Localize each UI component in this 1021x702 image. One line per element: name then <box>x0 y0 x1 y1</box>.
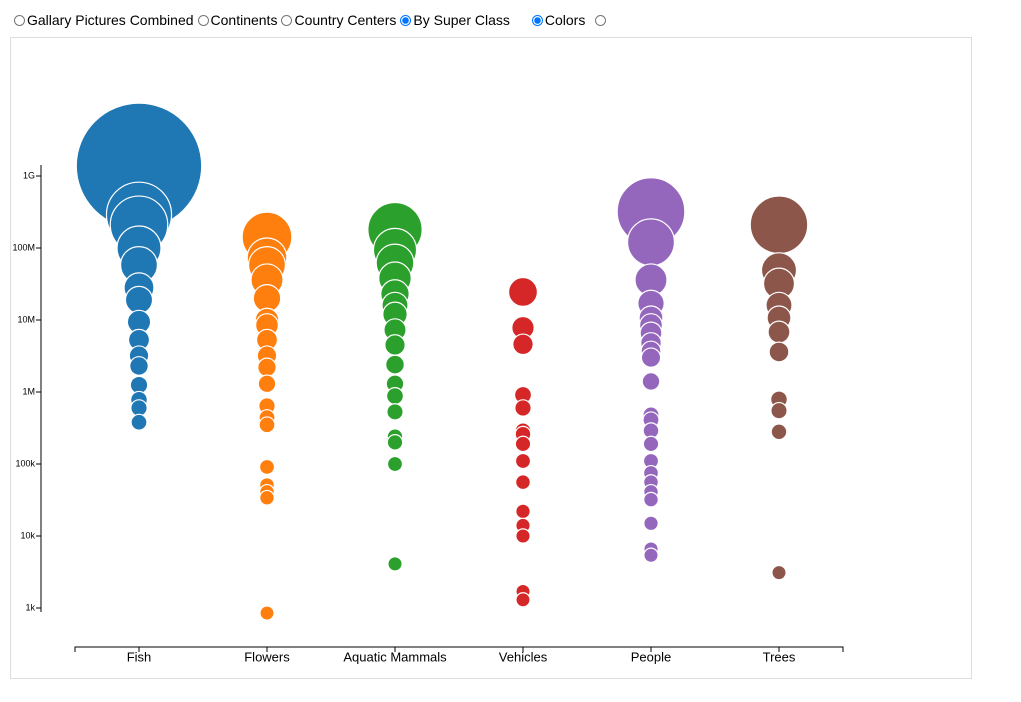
bubble <box>770 423 788 441</box>
bubble <box>259 489 275 506</box>
radio-option[interactable]: Gallary Pictures Combined <box>14 12 194 28</box>
bubble <box>515 592 531 608</box>
bubble <box>768 341 790 363</box>
bubble <box>641 372 661 391</box>
bubble <box>643 515 659 532</box>
x-tick-label: Fish <box>127 649 152 664</box>
bubble <box>515 474 531 491</box>
bubble <box>385 354 405 375</box>
bubble <box>515 528 531 544</box>
bubble <box>514 452 532 470</box>
x-tick-label: Aquatic Mammals <box>343 649 447 664</box>
bubble <box>514 435 532 453</box>
bubble <box>770 401 788 420</box>
bubble <box>386 434 404 451</box>
radio-option[interactable]: Country Centers <box>281 12 396 28</box>
radio-option[interactable]: By Super Class <box>400 12 510 28</box>
x-tick-label: Vehicles <box>499 649 548 664</box>
radio-button[interactable] <box>531 14 543 26</box>
bubble <box>257 374 277 394</box>
bubble <box>514 399 532 417</box>
x-tick-label: Flowers <box>244 649 290 664</box>
radio-button[interactable] <box>400 14 412 26</box>
bubble <box>130 413 148 431</box>
bubble <box>258 416 276 434</box>
bubble <box>771 564 787 581</box>
radio-label[interactable]: By Super Class <box>413 12 510 28</box>
bubble <box>642 435 660 453</box>
y-tick-label: 1G <box>23 170 35 180</box>
x-tick-label: People <box>631 649 671 664</box>
radio-option[interactable] <box>595 14 608 26</box>
bubble <box>643 491 659 508</box>
radio-label[interactable]: Colors <box>544 12 586 28</box>
bubble <box>386 455 404 473</box>
x-axis <box>74 646 844 652</box>
radio-option[interactable]: Continents <box>197 12 278 28</box>
radio-label[interactable]: Continents <box>210 12 278 28</box>
y-tick-label: 1k <box>25 602 35 612</box>
radio-button[interactable] <box>281 14 293 26</box>
bubble <box>258 458 276 476</box>
radio-label[interactable]: Country Centers <box>294 12 397 28</box>
bubble <box>130 399 148 417</box>
bubble <box>512 333 534 356</box>
bubble <box>643 547 659 563</box>
bubble <box>515 503 531 520</box>
chart-frame <box>10 37 972 679</box>
y-tick-label: 100M <box>12 242 35 252</box>
y-tick-label: 1M <box>22 386 35 396</box>
bubble <box>507 276 539 308</box>
radio-option[interactable]: Colors <box>531 12 586 28</box>
radio-label[interactable]: Gallary Pictures Combined <box>27 12 194 28</box>
y-tick-label: 10k <box>20 530 35 540</box>
controls: Gallary Pictures Combined Continents Count… <box>14 12 612 28</box>
bubble <box>749 195 809 255</box>
bubble <box>384 334 406 356</box>
y-tick-label: 100k <box>15 458 35 468</box>
radio-button[interactable] <box>595 14 607 26</box>
radio-button[interactable] <box>14 14 25 26</box>
y-tick-label: 10M <box>17 314 35 324</box>
bubble <box>640 347 662 368</box>
bubble <box>767 320 791 344</box>
bubble <box>257 357 277 378</box>
radio-button[interactable] <box>197 14 209 26</box>
bubble <box>626 218 676 267</box>
bubble <box>385 386 405 406</box>
bubble <box>259 605 275 621</box>
bubble <box>386 403 404 421</box>
x-tick-label: Trees <box>763 649 796 664</box>
bubble <box>129 356 149 376</box>
bubble <box>387 556 403 572</box>
bubble <box>124 285 154 315</box>
